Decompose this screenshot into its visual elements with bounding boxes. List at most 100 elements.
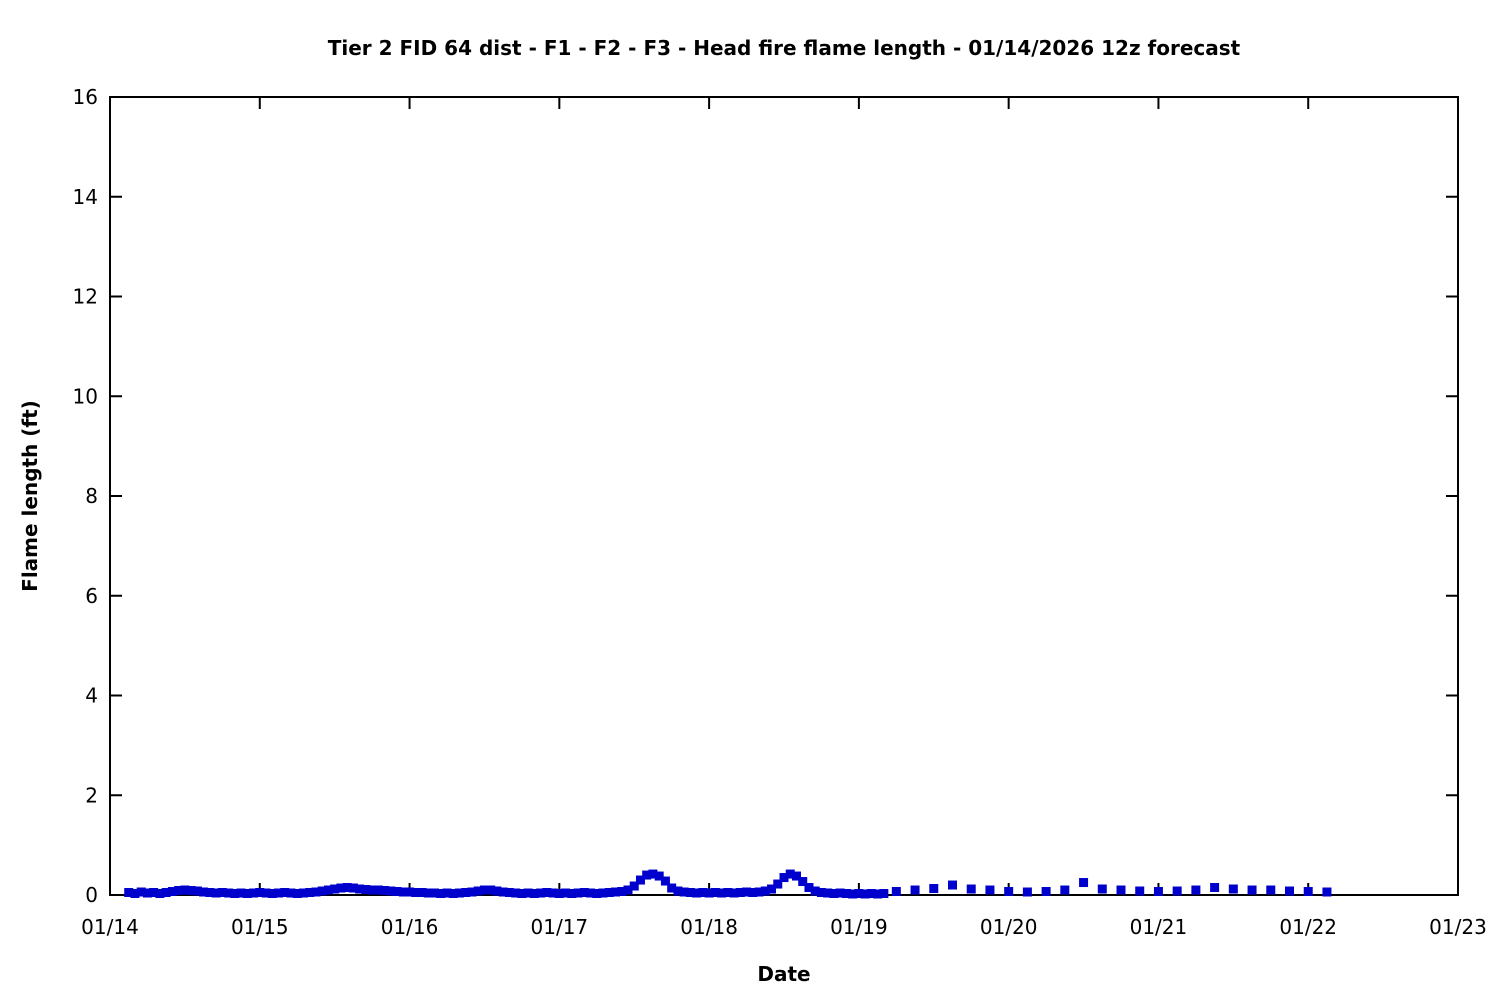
- data-point-marker: [710, 888, 720, 898]
- data-point-marker: [323, 885, 333, 895]
- data-point-marker: [217, 888, 227, 898]
- data-point-marker: [330, 884, 340, 894]
- x-tick-label: 01/15: [231, 915, 289, 939]
- y-tick-label: 0: [85, 883, 98, 907]
- data-point-marker: [529, 889, 539, 899]
- data-point-marker: [1097, 884, 1107, 894]
- axes-box: [109, 96, 1459, 896]
- data-point-marker: [748, 888, 758, 898]
- data-point-marker: [673, 886, 683, 896]
- data-point-marker: [280, 888, 290, 898]
- data-point-marker: [723, 888, 733, 898]
- data-point-marker: [486, 885, 496, 895]
- data-point-marker: [1079, 878, 1089, 888]
- data-point-marker: [373, 885, 383, 895]
- data-point-marker: [192, 886, 202, 896]
- data-point-marker: [167, 887, 177, 897]
- y-tick-label: 4: [85, 684, 98, 708]
- data-point-marker: [1228, 884, 1238, 894]
- y-ticks: 0 2 4 6 8 10 12 14 16: [73, 85, 1458, 907]
- data-point-marker: [835, 888, 845, 898]
- y-tick-label: 2: [85, 783, 98, 807]
- data-point-marker: [461, 888, 471, 898]
- data-point-marker: [823, 888, 833, 898]
- data-point-marker: [1004, 887, 1014, 897]
- data-point-marker: [261, 888, 271, 898]
- data-point-marker: [1022, 887, 1032, 897]
- y-tick-label: 14: [73, 185, 98, 209]
- data-point-marker: [454, 888, 464, 898]
- data-point-marker: [829, 889, 839, 899]
- data-point-marker: [298, 888, 308, 898]
- data-point-marker: [348, 883, 358, 893]
- data-point-marker: [966, 884, 976, 894]
- data-point-marker: [292, 889, 302, 899]
- data-point-marker: [224, 888, 234, 898]
- data-point-marker: [274, 888, 283, 898]
- y-tick-label: 16: [73, 85, 98, 109]
- data-point-marker: [305, 888, 315, 898]
- data-point-marker: [717, 888, 727, 898]
- data-point-marker: [611, 887, 620, 897]
- data-point-marker: [442, 888, 452, 898]
- data-point-marker: [873, 889, 883, 899]
- data-point-marker: [548, 888, 558, 898]
- data-point-marker: [149, 888, 159, 898]
- data-point-marker: [1266, 885, 1276, 895]
- data-point-marker: [249, 888, 259, 898]
- data-point-marker: [1303, 887, 1313, 897]
- x-tick-label: 01/19: [830, 915, 888, 939]
- data-point-marker: [205, 888, 215, 898]
- data-point-marker: [417, 888, 427, 898]
- data-point-marker: [579, 888, 589, 898]
- data-point-marker: [423, 888, 433, 898]
- data-point-marker: [130, 889, 140, 899]
- data-point-marker: [635, 875, 645, 885]
- data-point-marker: [598, 888, 608, 898]
- data-point-marker: [174, 886, 184, 896]
- x-tick-label: 01/20: [980, 915, 1038, 939]
- data-point-marker: [467, 887, 477, 897]
- data-point-marker: [617, 887, 627, 897]
- data-point-marker: [735, 888, 745, 898]
- chart-title: Tier 2 FID 64 dist - F1 - F2 - F3 - Head…: [327, 36, 1241, 60]
- data-point-marker: [948, 880, 957, 890]
- data-point-marker: [523, 888, 533, 898]
- series-head-fire-flame-length-ft: [124, 869, 1332, 899]
- data-point-marker: [1041, 887, 1051, 897]
- data-point-marker: [405, 887, 415, 897]
- data-point-marker: [1247, 885, 1257, 895]
- data-point-marker: [355, 884, 365, 894]
- data-point-marker: [448, 889, 458, 899]
- data-point-marker: [380, 886, 390, 896]
- data-point-marker: [623, 885, 633, 895]
- data-point-marker: [604, 888, 614, 898]
- data-point-marker: [1210, 883, 1220, 893]
- y-tick-label: 10: [73, 384, 98, 408]
- data-point-marker: [742, 887, 752, 897]
- data-point-marker: [242, 889, 252, 899]
- data-point-marker: [436, 889, 446, 899]
- data-point-marker: [860, 889, 870, 899]
- data-point-marker: [698, 888, 708, 898]
- data-point-marker: [411, 888, 421, 898]
- data-point-marker: [186, 886, 196, 896]
- data-point-marker: [124, 888, 134, 898]
- data-point-marker: [473, 886, 483, 896]
- data-point-marker: [567, 889, 577, 899]
- data-point-marker: [199, 887, 209, 897]
- data-point-marker: [142, 888, 152, 898]
- x-axis-label: Date: [757, 962, 811, 986]
- data-point-marker: [704, 888, 714, 898]
- data-point-marker: [810, 886, 820, 896]
- data-point-marker: [848, 889, 858, 899]
- data-point-marker: [498, 887, 508, 897]
- data-point-marker: [561, 888, 571, 898]
- y-tick-label: 8: [85, 484, 98, 508]
- data-point-marker: [985, 885, 995, 895]
- x-tick-label: 01/14: [81, 915, 139, 939]
- data-point-marker: [536, 888, 546, 898]
- y-tick-label: 12: [73, 285, 98, 309]
